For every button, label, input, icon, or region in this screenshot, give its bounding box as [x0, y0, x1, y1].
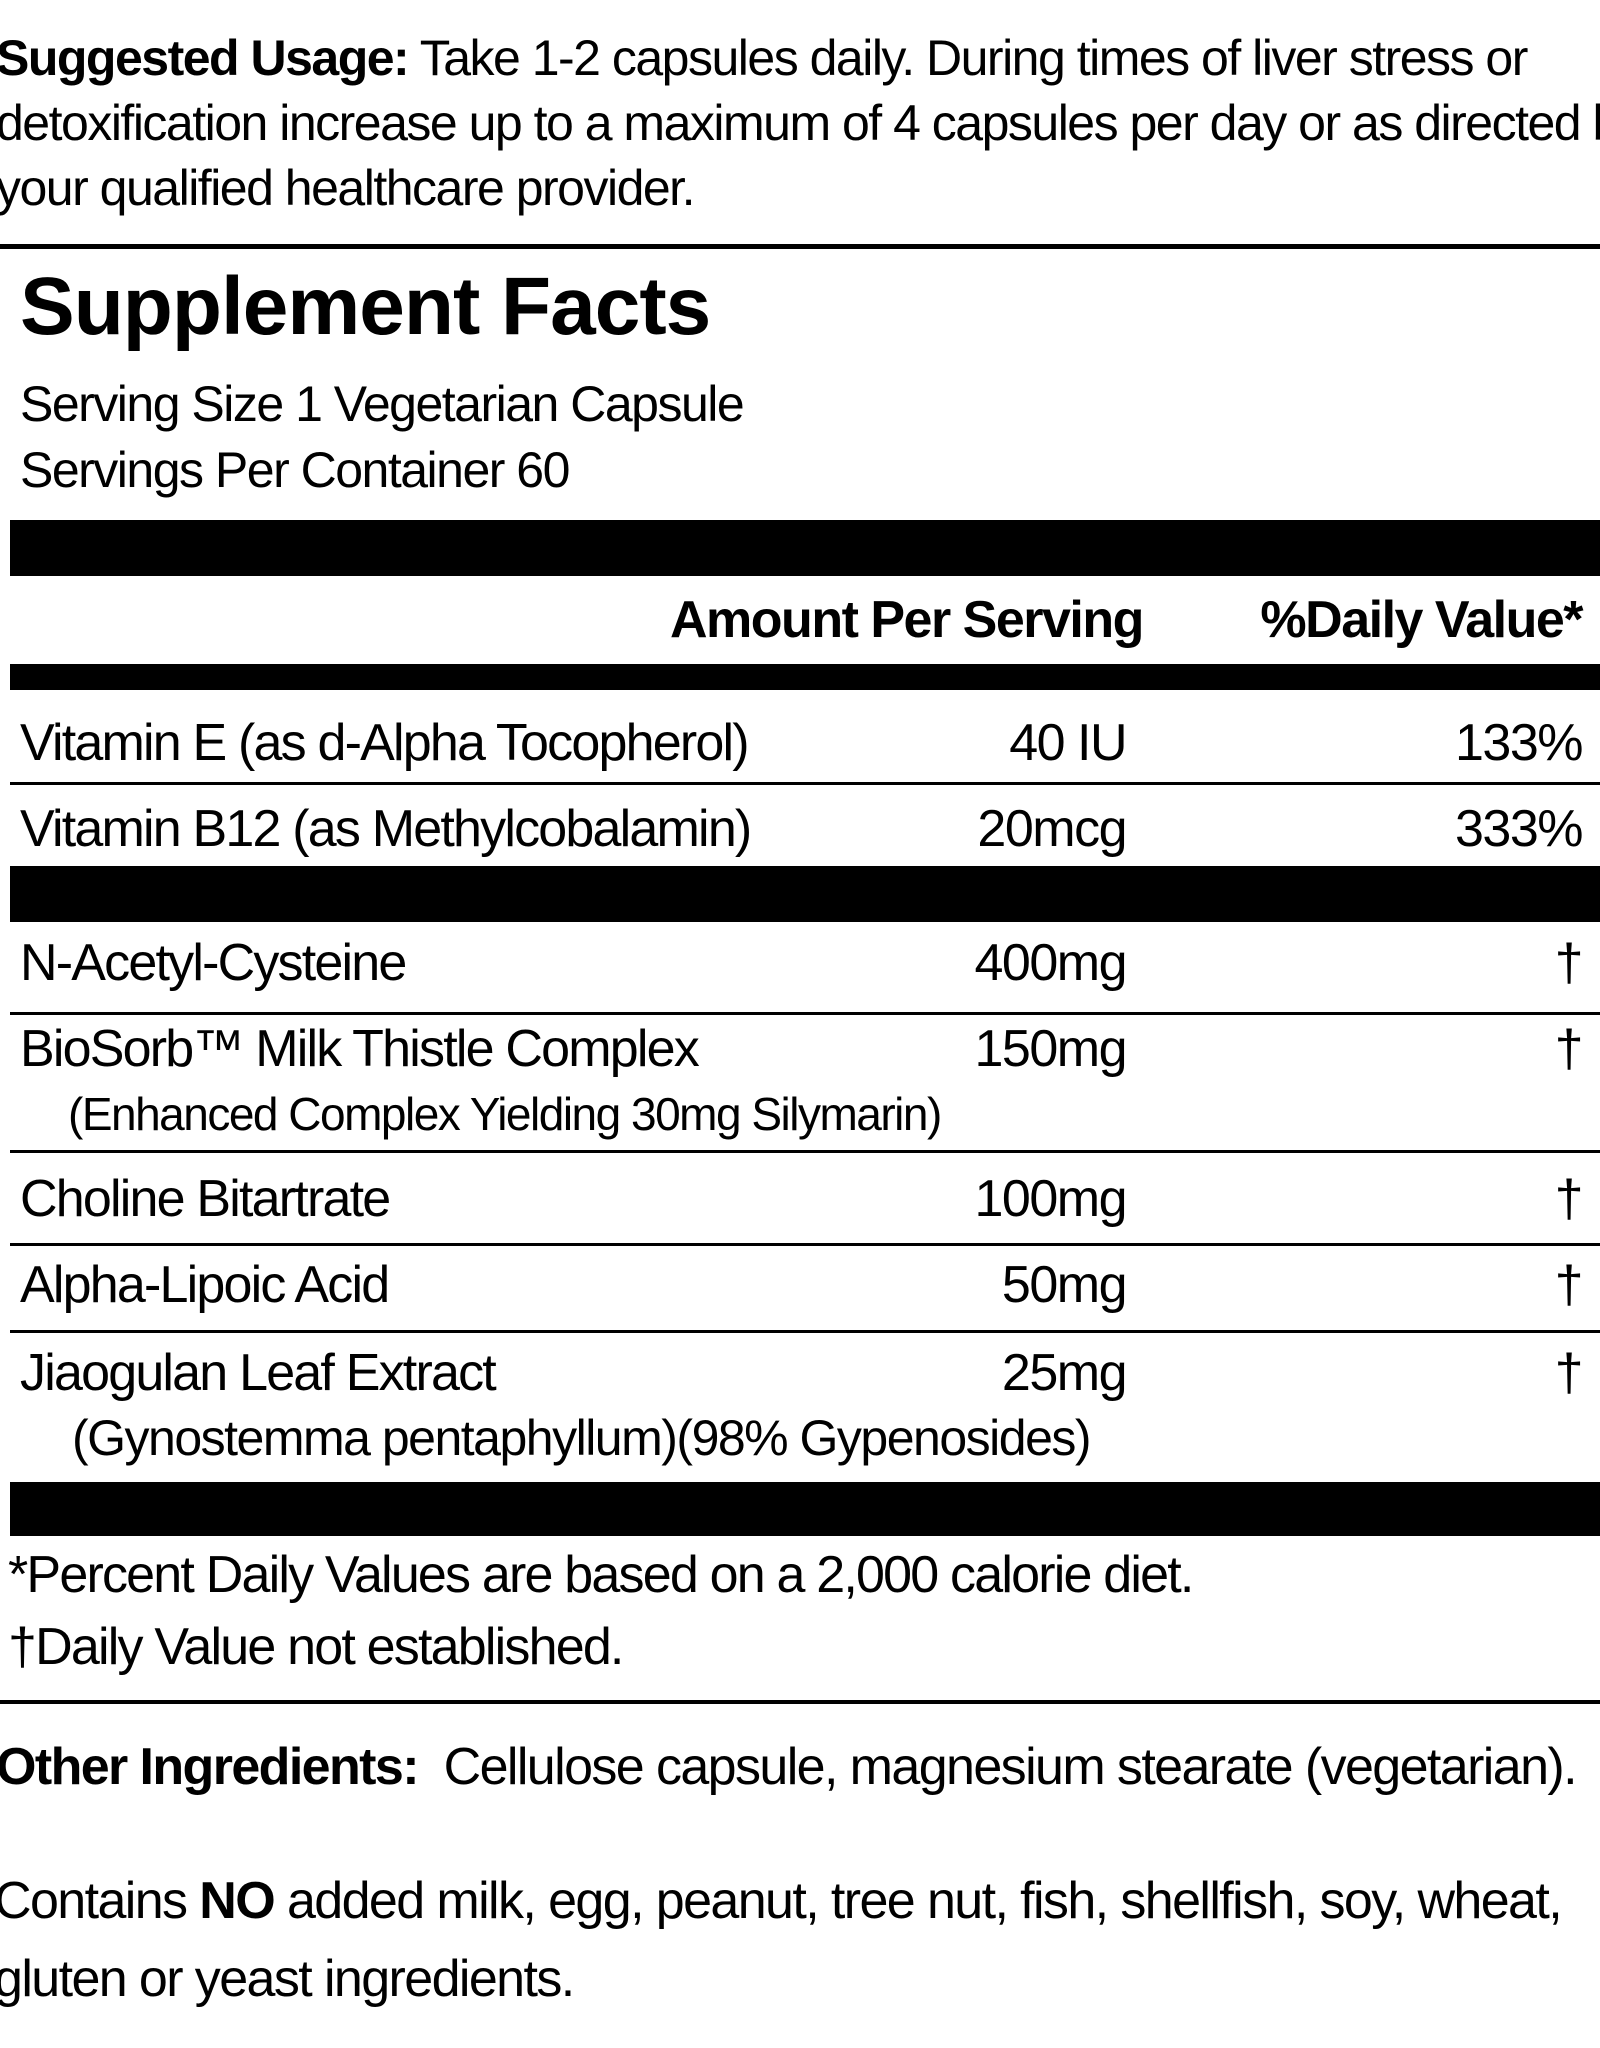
header-amount-per-serving: Amount Per Serving	[670, 591, 1144, 649]
ingredient-amount: 40 IU	[1009, 714, 1127, 772]
allergen-post: added milk, egg, peanut, tree nut, fish,…	[0, 1872, 1563, 2008]
ingredient-name: BioSorb™ Milk Thistle Complex	[20, 1020, 700, 1078]
ingredient-dv: †	[1554, 1020, 1584, 1078]
ingredient-dv: †	[1554, 1256, 1584, 1314]
ingredient-name: Vitamin E (as d-Alpha Tocopherol)	[20, 714, 750, 772]
ingredient-amount: 25mg	[1001, 1344, 1128, 1402]
ingredient-dv: †	[1554, 1344, 1584, 1402]
header-daily-value: %Daily Value*	[1260, 591, 1583, 649]
other-ingredients-text: Cellulose capsule, magnesium stearate (v…	[417, 1738, 1578, 1796]
allergen-pre: Contains	[0, 1872, 200, 1930]
ingredient-subtext: (Enhanced Complex Yielding 30mg Silymari…	[68, 1088, 942, 1140]
footnote-dagger: †Daily Value not established.	[8, 1618, 624, 1676]
ingredient-dv: †	[1554, 934, 1584, 992]
other-ingredients-label: Other Ingredients:	[0, 1738, 420, 1796]
ingredient-amount: 100mg	[974, 1170, 1128, 1228]
row-divider	[10, 1330, 1600, 1333]
ingredient-name: Choline Bitartrate	[20, 1170, 391, 1228]
ingredient-dv: 133%	[1455, 714, 1584, 772]
row-divider	[10, 1150, 1600, 1153]
ingredient-dv: †	[1554, 1170, 1584, 1228]
divider-bottom	[0, 1700, 1600, 1704]
ingredient-name: Jiaogulan Leaf Extract	[20, 1344, 497, 1402]
ingredient-dv: 333%	[1455, 800, 1584, 858]
ingredient-amount: 400mg	[974, 934, 1128, 992]
row-divider	[10, 782, 1600, 785]
row-divider	[10, 1243, 1600, 1246]
row-divider	[10, 1012, 1600, 1015]
ingredient-subtext: (Gynostemma pentaphyllum)(98% Gypenoside…	[72, 1410, 1092, 1466]
ingredient-name: Alpha-Lipoic Acid	[20, 1256, 390, 1314]
footnote-daily-values: *Percent Daily Values are based on a 2,0…	[8, 1546, 1194, 1604]
ingredient-name: Vitamin B12 (as Methylcobalamin)	[20, 800, 752, 858]
suggested-usage-label: Suggested Usage:	[0, 30, 410, 86]
servings-per-container: Servings Per Container 60	[20, 442, 570, 498]
supplement-facts-title: Supplement Facts	[20, 261, 711, 352]
ingredient-amount: 20mcg	[977, 800, 1127, 858]
suggested-usage: Suggested Usage: Take 1-2 capsules daily…	[0, 26, 1600, 221]
thick-bar-4	[10, 1482, 1600, 1536]
ingredient-name: N-Acetyl-Cysteine	[20, 934, 407, 992]
ingredient-amount: 50mg	[1001, 1256, 1128, 1314]
thick-bar-1	[10, 520, 1600, 576]
ingredient-amount: 150mg	[974, 1020, 1128, 1078]
serving-size: Serving Size 1 Vegetarian Capsule	[20, 376, 745, 432]
allergen-no: NO	[199, 1872, 275, 1930]
thick-bar-2	[10, 664, 1600, 690]
suggested-usage-text: Take 1-2 capsules daily. During times of…	[0, 30, 1600, 216]
allergen-statement: Contains NO added milk, egg, peanut, tre…	[0, 1862, 1600, 2018]
other-ingredients: Other Ingredients: Cellulose capsule, ma…	[0, 1734, 1578, 1800]
thick-bar-3	[10, 866, 1600, 922]
divider-top	[0, 244, 1600, 249]
